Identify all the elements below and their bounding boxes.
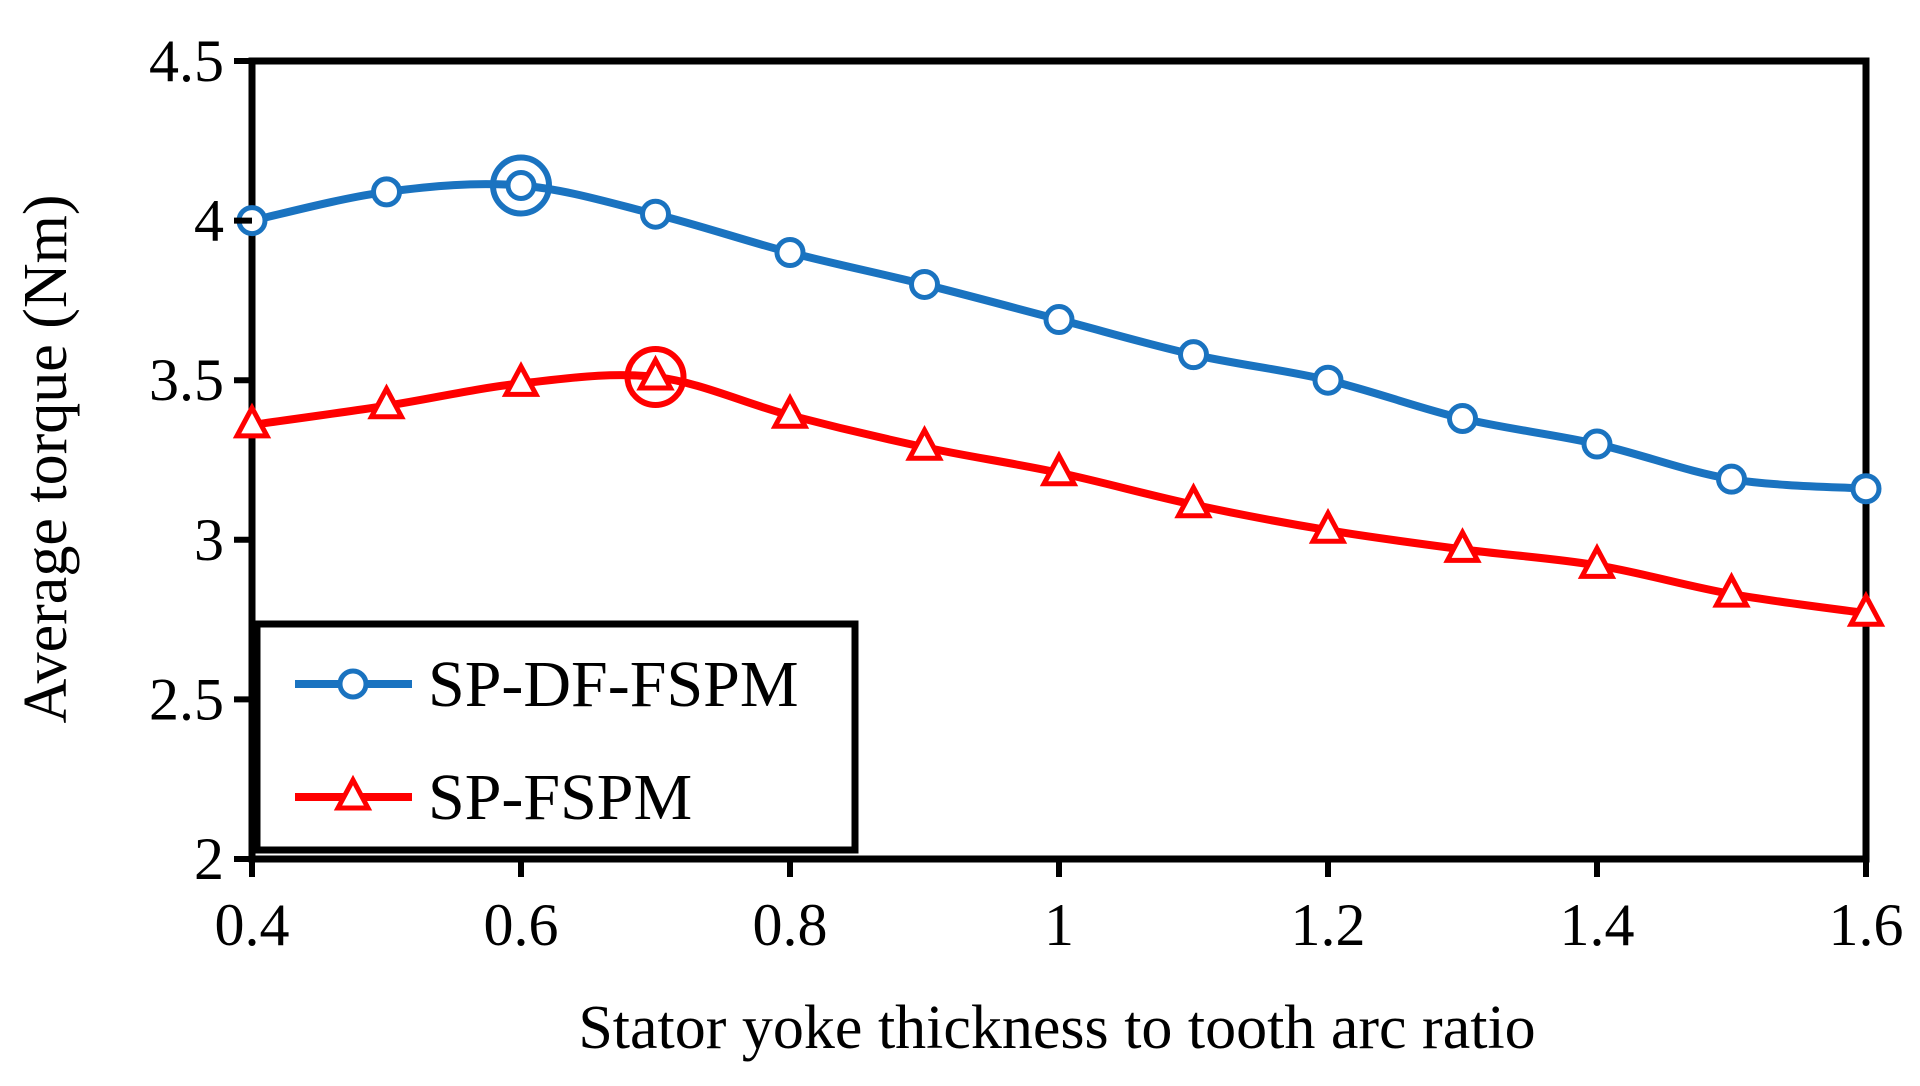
data-point: [770, 393, 810, 429]
y-tick-label: 3.5: [149, 347, 224, 413]
data-point: [905, 424, 944, 461]
data-point: [1447, 403, 1478, 435]
series-line-sp-df-fspm: [251, 180, 1867, 493]
peak-highlight-marker: [624, 346, 687, 409]
x-axis-title: Stator yoke thickness to tooth arc ratio: [578, 994, 1535, 1062]
data-point: [636, 354, 675, 391]
data-point: [1850, 473, 1882, 505]
y-tick-label: 2: [194, 826, 224, 892]
y-tick-label: 4: [194, 188, 224, 254]
legend: SP-DF-FSPM SP-FSPM: [253, 620, 859, 854]
data-point: [1039, 450, 1079, 487]
data-point: [909, 268, 940, 300]
x-tick-label: 1: [1044, 892, 1074, 958]
axis-layer: 2 2.5 3 3.5 4 4.5 0.4 0.6 0.8 1 1.2 1.4 1.6: [149, 28, 1904, 958]
x-tick-label: 0.6: [484, 892, 559, 958]
series-sp-fspm: [232, 346, 1886, 627]
legend-marker-triangle-icon: [333, 774, 373, 811]
data-point: [501, 361, 541, 397]
data-point: [232, 402, 272, 439]
legend-marker-circle-icon: [337, 668, 369, 700]
data-point: [1312, 364, 1344, 396]
series-layer: [232, 154, 1886, 627]
y-tick-label: 3: [194, 507, 224, 573]
data-point: [1712, 571, 1751, 608]
y-tick-label: 2.5: [149, 666, 224, 732]
x-tick-label: 1.2: [1291, 892, 1366, 958]
y-tick-label: 4.5: [149, 28, 224, 94]
data-point: [1308, 507, 1348, 544]
series-line-sp-fspm: [251, 371, 1867, 618]
data-point: [371, 176, 402, 208]
y-axis-title: Average torque (Nm): [12, 194, 80, 723]
x-tick-label: 0.8: [753, 892, 828, 958]
x-tick-label: 0.4: [215, 892, 290, 958]
data-point: [1443, 527, 1482, 563]
data-point: [774, 237, 806, 269]
data-point: [640, 198, 671, 230]
x-tick-label: 1.4: [1560, 892, 1635, 958]
data-point: [1716, 463, 1747, 495]
data-point: [1581, 428, 1613, 460]
legend-item-sp-df-fspm: SP-DF-FSPM: [295, 648, 799, 721]
legend-box: [253, 620, 859, 854]
data-point: [505, 169, 537, 201]
legend-item-sp-fspm: SP-FSPM: [295, 761, 692, 834]
data-point: [1043, 304, 1075, 336]
legend-label-sp-fspm: SP-FSPM: [428, 761, 692, 834]
x-tick-label: 1.6: [1829, 892, 1904, 958]
data-point: [1846, 590, 1886, 627]
data-point: [1577, 543, 1617, 579]
series-sp-df-fspm: [236, 154, 1882, 505]
data-point: [367, 383, 406, 420]
legend-label-sp-df-fspm: SP-DF-FSPM: [428, 648, 799, 721]
data-point: [1178, 339, 1209, 371]
peak-highlight-marker: [490, 154, 552, 217]
data-point: [1174, 482, 1213, 519]
